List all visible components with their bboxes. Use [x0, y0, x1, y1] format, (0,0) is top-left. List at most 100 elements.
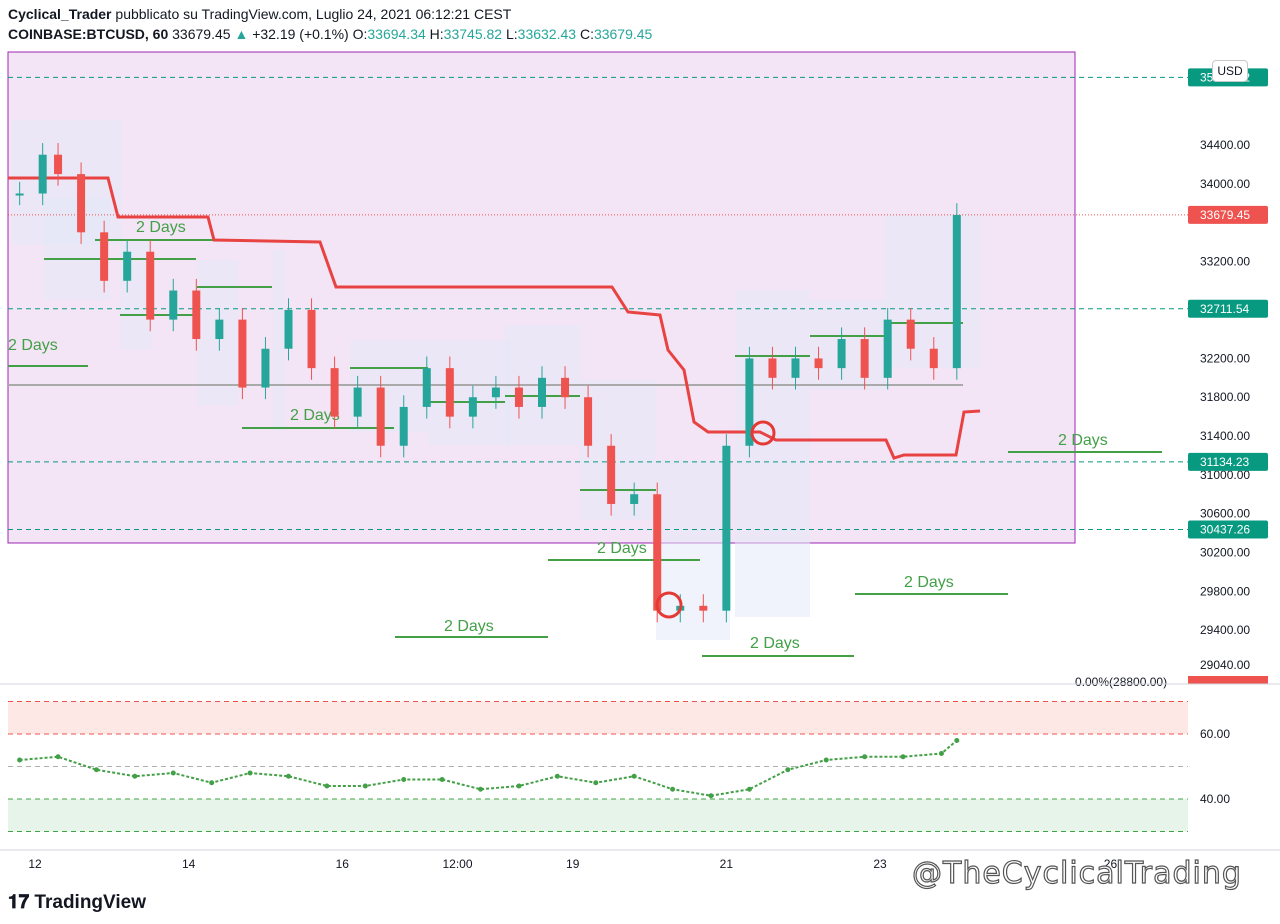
tradingview-logo-text: TradingView: [34, 892, 146, 913]
two-day-level-label: 2 Days: [904, 574, 954, 591]
candle-body: [791, 358, 800, 378]
y-axis-tick-label: 33200.00: [1200, 254, 1250, 268]
y-axis-tick-label: 30200.00: [1200, 545, 1250, 559]
candle-body: [192, 290, 201, 340]
candle-body: [38, 154, 47, 194]
candle-body: [15, 193, 24, 196]
x-axis-tick-label: 16: [336, 857, 350, 871]
trailing-stop-line: [8, 176, 981, 460]
candle-body: [215, 319, 224, 340]
y-axis-tick-label: 30600.00: [1200, 507, 1250, 521]
x-axis-tick-label: 26: [1104, 857, 1118, 871]
published-info: pubblicato su TradingView.com, Luglio 24…: [115, 6, 512, 22]
chart-header-line-2: COINBASE:BTCUSD, 60 33679.45 ▲ +32.19 (+…: [8, 26, 652, 42]
last-price: 33679.45: [172, 26, 231, 42]
candle-body: [445, 368, 454, 417]
x-axis-tick-label: 12:00: [442, 857, 472, 871]
close-value: 33679.45: [593, 26, 653, 42]
y-axis-tick-label: 34400.00: [1200, 138, 1250, 152]
candle-body: [330, 368, 339, 417]
candle-body: [100, 232, 109, 281]
candle-body: [906, 319, 915, 349]
rsi-tick-label: 40.00: [1200, 792, 1230, 806]
candle-body: [768, 358, 777, 378]
candle-body: [169, 290, 178, 320]
open-value: 33694.34: [367, 26, 426, 42]
fib-label-box: [1188, 676, 1268, 684]
volume-profile-box: [810, 300, 885, 390]
candle-body: [584, 397, 593, 446]
two-day-level-label: 2 Days: [597, 540, 647, 557]
high-label: H:: [429, 26, 444, 42]
candle-body: [860, 339, 869, 378]
rsi-line: [19, 739, 958, 797]
two-day-level-label: 2 Days: [1058, 432, 1108, 449]
candle-body: [376, 387, 385, 446]
currency-button[interactable]: USD: [1212, 60, 1248, 82]
candle-body: [929, 348, 938, 369]
volume-profile-box: [885, 215, 980, 368]
price-label-text: 30437.26: [1200, 522, 1250, 536]
candle-body: [722, 445, 731, 611]
y-axis-tick-label: 31400.00: [1200, 429, 1250, 443]
two-day-level-label: 2 Days: [8, 337, 58, 354]
author-name[interactable]: Cyclical_Trader: [8, 6, 112, 22]
x-axis-tick-label: 23: [873, 857, 887, 871]
x-axis-tick-label: 19: [566, 857, 580, 871]
y-axis-tick-label: 29800.00: [1200, 584, 1250, 598]
tv-logo-icon: 𝟏𝟕: [8, 892, 35, 913]
y-axis-tick-label: 29400.00: [1200, 623, 1250, 637]
candle-body: [284, 309, 293, 349]
x-axis-tick-label: 14: [182, 857, 196, 871]
x-axis-tick-label: 21: [720, 857, 734, 871]
close-label: C:: [579, 26, 594, 42]
price-label-box: [1188, 452, 1268, 471]
candle-body: [745, 358, 754, 446]
two-day-level-label: 2 Days: [750, 635, 800, 652]
high-value: 33745.82: [443, 26, 503, 42]
chart-canvas[interactable]: 34400.00 34000.00 33200.00 32200.00 31800.00…: [0, 48, 1280, 888]
volume-profile-box: [273, 250, 285, 430]
rsi-tick-label: 60.00: [1200, 727, 1230, 741]
breakout-circle: [750, 420, 776, 446]
volume-profile-box: [656, 460, 730, 640]
chart-header-line-1: Cyclical_Trader pubblicato su TradingVie…: [8, 6, 511, 22]
price-label-text: 33679.45: [1200, 208, 1250, 222]
low-value: 33632.43: [517, 26, 577, 42]
candle-body: [261, 348, 270, 388]
candle-body: [353, 387, 362, 417]
candle-body: [399, 406, 408, 446]
price-label-box: [1188, 520, 1268, 539]
volume-profile-box: [44, 198, 110, 300]
two-day-level-label: 2 Days: [136, 219, 186, 236]
candle-body: [307, 309, 316, 369]
candle-body: [123, 251, 132, 281]
rsi-overbought-zone: [8, 701, 1188, 734]
candle-body: [468, 397, 477, 417]
candle-body: [699, 605, 708, 611]
price-change: +32.19 (+0.1%): [252, 26, 349, 42]
author-watermark: @TheCyclicalTrading: [911, 855, 1242, 891]
candle-body: [814, 358, 823, 369]
y-axis-tick-label: 31000.00: [1200, 468, 1250, 482]
candle-body: [54, 154, 63, 175]
rsi-point: [900, 754, 906, 760]
candle-body: [630, 494, 639, 504]
rsi-point: [132, 773, 138, 779]
candle-body: [883, 319, 892, 378]
candle-body: [837, 339, 846, 369]
price-label-box: [1188, 205, 1268, 224]
y-axis-tick-label: 29040.00: [1200, 658, 1250, 672]
candle-body: [146, 251, 155, 320]
two-day-level-label: 2 Days: [444, 618, 494, 635]
volume-profile-box: [735, 290, 810, 617]
candle-body: [561, 377, 570, 398]
price-label-box: [1188, 299, 1268, 318]
candle-body: [952, 214, 961, 369]
y-axis-tick-label: 32200.00: [1200, 351, 1250, 365]
symbol-label[interactable]: COINBASE:BTCUSD, 60: [8, 26, 169, 42]
candle-body: [538, 377, 546, 407]
tradingview-logo[interactable]: 𝟏𝟕 TradingView: [8, 892, 146, 914]
candle-body: [491, 387, 500, 398]
open-label: O:: [352, 26, 368, 42]
